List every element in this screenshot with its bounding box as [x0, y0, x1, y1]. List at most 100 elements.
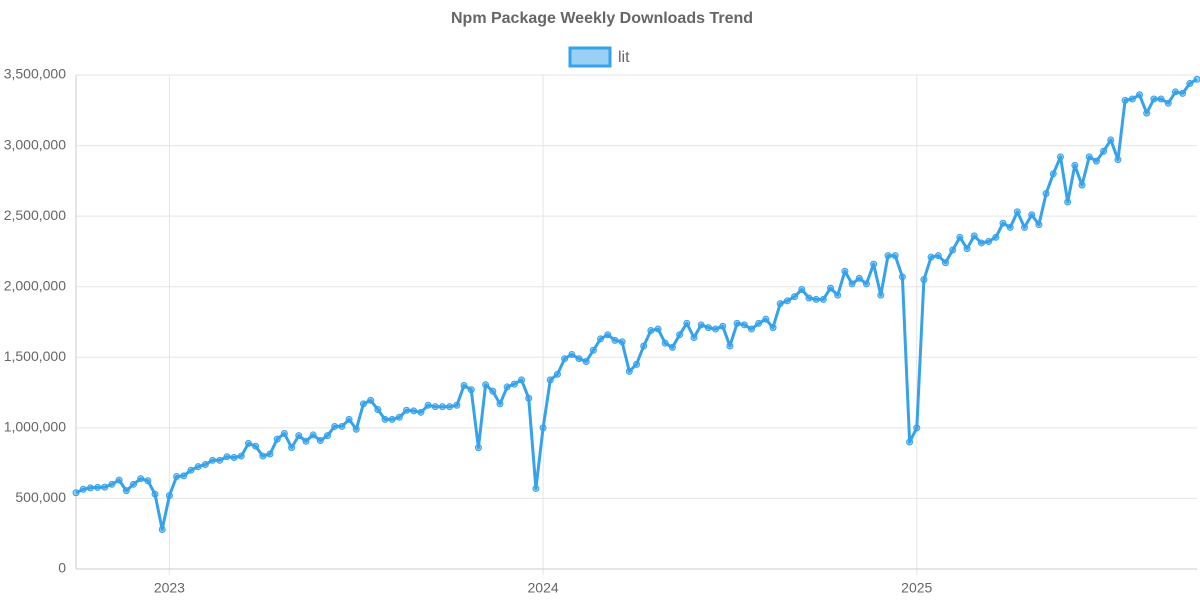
data-point	[288, 444, 296, 452]
data-point	[812, 295, 820, 303]
data-point	[259, 452, 267, 460]
data-point	[870, 260, 878, 268]
data-point	[618, 338, 626, 346]
data-point	[431, 403, 439, 411]
data-point	[209, 456, 217, 464]
data-point	[1193, 75, 1200, 83]
data-point	[913, 424, 921, 432]
data-point	[1013, 208, 1021, 216]
data-point	[791, 293, 799, 301]
data-point	[403, 406, 411, 414]
data-point	[1078, 181, 1086, 189]
data-point	[180, 472, 188, 480]
data-point	[934, 252, 942, 260]
y-tick-label: 3,000,000	[4, 136, 66, 152]
data-point	[553, 370, 561, 378]
data-point	[546, 376, 554, 384]
data-point	[697, 321, 705, 329]
y-tick-label: 1,000,000	[4, 419, 66, 435]
data-point	[309, 431, 317, 439]
data-point	[273, 435, 281, 443]
data-point	[539, 424, 547, 432]
data-point	[1107, 136, 1115, 144]
data-point	[194, 463, 202, 471]
data-point	[453, 401, 461, 409]
data-point	[898, 273, 906, 281]
data-point	[424, 401, 432, 409]
data-point	[108, 480, 116, 488]
data-point	[223, 453, 231, 461]
data-point	[561, 355, 569, 363]
data-point	[331, 422, 339, 430]
data-point	[1049, 170, 1057, 178]
y-tick-label: 1,500,000	[4, 348, 66, 364]
data-point	[201, 461, 209, 469]
data-point	[647, 326, 655, 334]
data-point	[266, 450, 274, 458]
data-point	[510, 380, 518, 388]
data-point	[352, 425, 360, 433]
data-point	[999, 219, 1007, 227]
data-point	[525, 394, 533, 402]
data-point	[187, 466, 195, 474]
data-point	[417, 408, 425, 416]
y-tick-label: 0	[58, 560, 66, 576]
data-point	[438, 403, 446, 411]
data-point	[891, 252, 899, 260]
data-point	[582, 358, 590, 366]
data-point	[532, 485, 540, 493]
data-point	[755, 319, 763, 327]
data-point	[1164, 99, 1172, 107]
data-point	[101, 483, 109, 491]
data-point	[920, 276, 928, 284]
data-point	[841, 267, 849, 275]
data-point	[661, 339, 669, 347]
data-point	[1071, 161, 1079, 169]
data-point	[640, 342, 648, 350]
data-line	[75, 77, 1198, 531]
y-tick-label: 3,500,000	[4, 66, 66, 82]
data-point	[244, 439, 252, 447]
y-tick-label: 2,000,000	[4, 277, 66, 293]
data-point	[144, 477, 152, 485]
data-point	[877, 291, 885, 299]
data-point	[1042, 190, 1050, 198]
data-point	[1028, 211, 1036, 219]
data-point	[949, 246, 957, 254]
data-point	[122, 487, 130, 495]
data-point	[324, 432, 332, 440]
data-point	[862, 280, 870, 288]
data-point	[769, 324, 777, 332]
data-point	[338, 422, 346, 430]
data-point	[633, 360, 640, 368]
data-point	[834, 291, 842, 299]
data-point	[783, 297, 791, 305]
data-point	[819, 295, 827, 303]
data-point	[474, 444, 482, 452]
data-point	[72, 489, 80, 497]
data-point	[906, 438, 914, 446]
data-point	[316, 437, 324, 445]
data-point	[776, 300, 784, 308]
data-point	[151, 490, 159, 498]
data-point	[374, 406, 382, 414]
data-point	[762, 315, 770, 323]
y-tick-label: 500,000	[15, 489, 66, 505]
data-point	[216, 456, 224, 464]
data-point	[747, 325, 755, 333]
data-point	[1157, 95, 1165, 103]
data-point	[575, 355, 583, 363]
data-point	[1143, 109, 1151, 117]
data-point	[295, 432, 303, 440]
data-point	[927, 253, 935, 261]
data-point	[683, 319, 691, 327]
data-point	[668, 343, 676, 351]
data-point	[518, 376, 526, 384]
data-point	[115, 476, 123, 484]
data-point	[381, 415, 389, 423]
y-tick-label: 2,500,000	[4, 207, 66, 223]
data-point	[654, 325, 662, 333]
data-point	[302, 437, 310, 445]
